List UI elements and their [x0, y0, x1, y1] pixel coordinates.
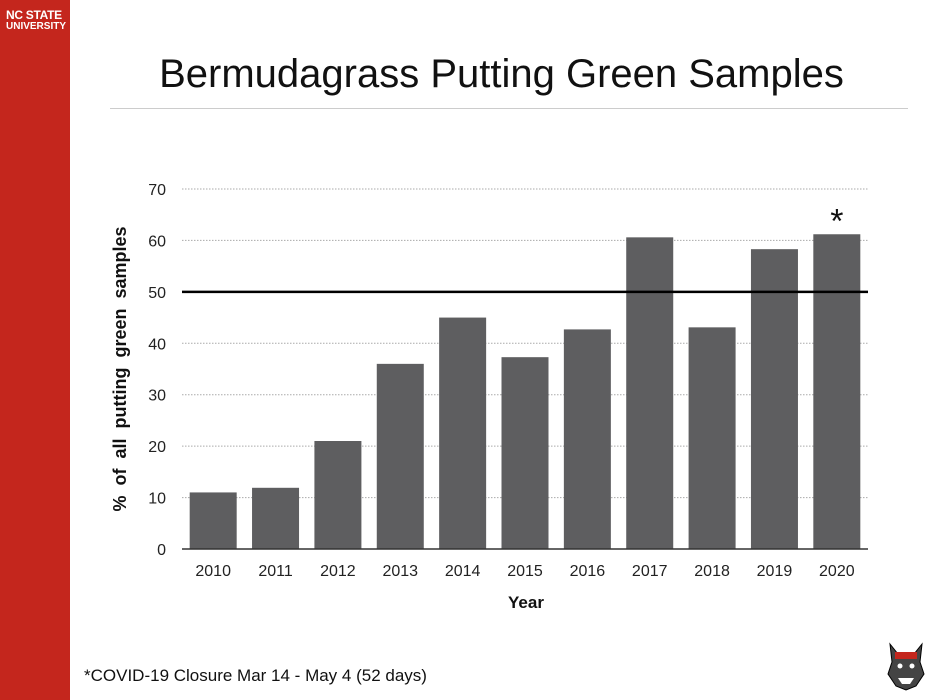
y-tick-label: 40 — [148, 336, 166, 353]
logo-line1: NC STATE — [6, 8, 62, 22]
bar-2012 — [314, 441, 362, 549]
x-tick-label: 2020 — [819, 563, 855, 580]
bar-2014 — [439, 317, 487, 549]
y-tick-label: 30 — [148, 388, 166, 405]
nc-state-logo: NC STATE UNIVERSITY — [6, 8, 67, 32]
bar-2018 — [688, 327, 736, 549]
bar-2016 — [563, 329, 611, 549]
x-tick-label: 2015 — [507, 563, 543, 580]
bar-2013 — [376, 363, 424, 549]
bar-2020 — [813, 234, 861, 549]
x-axis-label: Year — [508, 593, 544, 612]
bar-2010 — [189, 492, 237, 549]
y-tick-label: 0 — [157, 542, 166, 559]
y-axis-label: % of all putting green samples — [110, 226, 130, 511]
x-tick-label: 2019 — [757, 563, 793, 580]
y-tick-label: 70 — [148, 182, 166, 199]
bar-2019 — [750, 249, 798, 549]
bar-2015 — [501, 357, 549, 549]
y-tick-label: 20 — [148, 439, 166, 456]
x-tick-label: 2013 — [382, 563, 418, 580]
x-tick-label: 2018 — [694, 563, 730, 580]
x-tick-label: 2012 — [320, 563, 356, 580]
y-tick-label: 10 — [148, 491, 166, 508]
title-divider — [110, 108, 908, 109]
sidebar-band: NC STATE UNIVERSITY — [0, 0, 70, 700]
x-tick-label: 2016 — [570, 563, 606, 580]
footnote: *COVID-19 Closure Mar 14 - May 4 (52 day… — [84, 666, 427, 685]
x-tick-label: 2014 — [445, 563, 481, 580]
y-tick-label: 50 — [148, 285, 166, 302]
bar-2017 — [626, 237, 674, 550]
x-tick-label: 2017 — [632, 563, 668, 580]
y-tick-label: 60 — [148, 233, 166, 250]
wolf-mascot-icon — [887, 642, 925, 691]
annotation-asterisk: * — [830, 202, 843, 240]
slide-title: Bermudagrass Putting Green Samples — [159, 52, 844, 96]
bar-2011 — [252, 487, 300, 549]
x-tick-label: 2011 — [258, 563, 293, 580]
x-tick-label: 2010 — [195, 563, 231, 580]
logo-line2: UNIVERSITY — [6, 21, 67, 32]
